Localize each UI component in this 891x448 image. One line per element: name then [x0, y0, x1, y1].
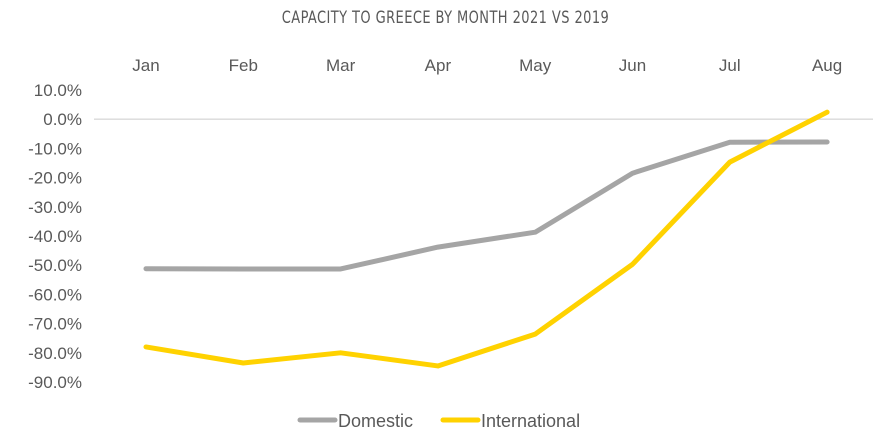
- x-tick-label: Jul: [719, 56, 741, 75]
- y-tick-label: -30.0%: [28, 198, 82, 217]
- x-tick-label: Mar: [326, 56, 356, 75]
- plot-area: [143, 109, 830, 369]
- legend-label-domestic: Domestic: [338, 411, 413, 431]
- x-tick-label: Jan: [132, 56, 159, 75]
- y-tick-label: -20.0%: [28, 169, 82, 188]
- y-tick-label: 0.0%: [43, 110, 82, 129]
- series-line-domestic: [143, 139, 830, 272]
- y-tick-label: 10.0%: [34, 81, 82, 100]
- x-tick-label: Aug: [812, 56, 842, 75]
- x-tick-label: May: [519, 56, 552, 75]
- series-line-international: [143, 109, 830, 369]
- x-tick-label: Jun: [619, 56, 646, 75]
- legend: Domestic International: [297, 411, 580, 431]
- y-tick-label: -10.0%: [28, 139, 82, 158]
- x-tick-label: Apr: [425, 56, 452, 75]
- x-tick-label: Feb: [229, 56, 258, 75]
- y-tick-label: -70.0%: [28, 315, 82, 334]
- legend-label-international: International: [481, 411, 580, 431]
- y-tick-label: -50.0%: [28, 256, 82, 275]
- y-axis: 10.0% 0.0% -10.0% -20.0% -30.0% -40.0% -50.0% -…: [28, 81, 82, 392]
- y-tick-label: -40.0%: [28, 227, 82, 246]
- y-tick-label: -80.0%: [28, 344, 82, 363]
- y-tick-label: -90.0%: [28, 373, 82, 392]
- y-tick-label: -60.0%: [28, 285, 82, 304]
- chart-title: CAPACITY TO GREECE BY MONTH 2021 VS 2019: [281, 8, 610, 28]
- x-axis: Jan Feb Mar Apr May Jun Jul Aug: [132, 56, 842, 75]
